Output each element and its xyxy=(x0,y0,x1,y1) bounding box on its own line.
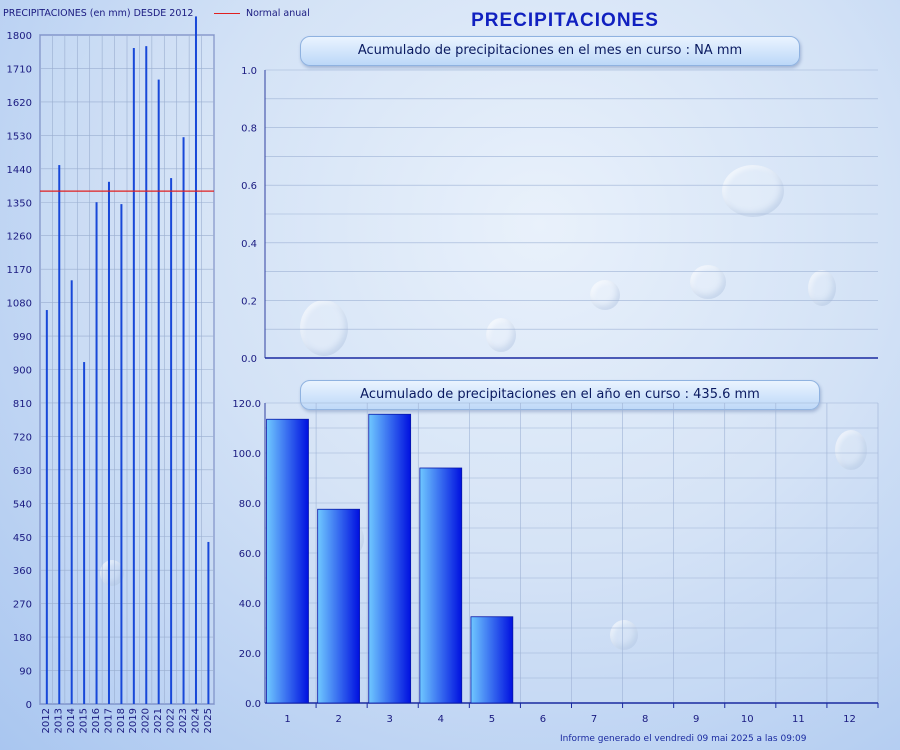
year-bar xyxy=(317,508,360,704)
year-y-tick-label: 0.0 xyxy=(245,699,261,710)
history-bar xyxy=(70,280,73,704)
history-y-tick-label: 360 xyxy=(13,566,32,577)
year-y-tick-label: 20.0 xyxy=(239,649,261,660)
history-x-tick-label: 2012 xyxy=(41,708,52,733)
history-y-tick-label: 810 xyxy=(13,399,32,410)
year-y-tick-label: 100.0 xyxy=(232,449,261,460)
history-y-tick-label: 1710 xyxy=(7,64,32,75)
history-bar xyxy=(207,541,210,704)
year-y-tick-label: 80.0 xyxy=(239,499,261,510)
year-bar xyxy=(470,616,514,704)
history-y-tick-label: 0 xyxy=(26,700,32,711)
month-y-tick-label: 0.2 xyxy=(241,296,257,307)
history-chart-title: PRECIPITACIONES (en mm) DESDE 2012 xyxy=(3,8,194,19)
history-y-tick-label: 270 xyxy=(13,600,32,611)
history-bar xyxy=(132,48,135,704)
water-drop xyxy=(835,430,867,470)
water-drop xyxy=(610,620,638,650)
year-x-tick-label: 10 xyxy=(741,714,754,725)
history-bar xyxy=(182,137,185,705)
water-drop xyxy=(300,300,348,356)
history-bar xyxy=(107,181,110,704)
year-bar xyxy=(368,413,412,704)
month-y-tick-label: 0.4 xyxy=(241,239,257,250)
year-x-tick-label: 2 xyxy=(335,714,341,725)
history-bar xyxy=(194,16,197,704)
water-drop xyxy=(690,265,726,299)
normal-line-legend-label: Normal anual xyxy=(246,8,310,19)
history-x-tick-label: 2024 xyxy=(190,708,201,733)
history-x-tick-label: 2016 xyxy=(91,708,102,733)
month-chart-title: Acumulado de precipitaciones en el mes e… xyxy=(300,36,800,66)
history-y-tick-label: 1260 xyxy=(7,232,32,243)
history-x-tick-label: 2020 xyxy=(141,708,152,733)
year-x-tick-label: 7 xyxy=(591,714,597,725)
history-bar xyxy=(95,202,98,704)
history-y-tick-label: 630 xyxy=(13,466,32,477)
history-x-tick-label: 2017 xyxy=(103,708,114,733)
history-bar xyxy=(145,46,148,704)
month-y-tick-label: 0.6 xyxy=(241,181,257,192)
year-x-tick-label: 12 xyxy=(843,714,856,725)
month-y-tick-label: 0.8 xyxy=(241,124,257,135)
history-x-tick-label: 2013 xyxy=(54,708,65,733)
year-x-tick-label: 3 xyxy=(387,714,393,725)
water-drop xyxy=(100,560,124,586)
history-y-tick-label: 1170 xyxy=(7,265,32,276)
water-drop xyxy=(722,165,784,217)
year-x-tick-label: 1 xyxy=(284,714,290,725)
history-x-tick-label: 2025 xyxy=(203,708,214,733)
history-y-tick-label: 990 xyxy=(13,332,32,343)
month-y-tick-label: 1.0 xyxy=(241,66,257,77)
water-drop xyxy=(486,318,516,352)
history-y-tick-label: 180 xyxy=(13,633,32,644)
history-bar xyxy=(83,362,86,704)
history-bar xyxy=(45,310,48,704)
history-x-tick-label: 2015 xyxy=(79,708,90,733)
history-x-tick-label: 2018 xyxy=(116,708,127,733)
year-x-tick-label: 5 xyxy=(489,714,495,725)
water-drop xyxy=(590,280,620,310)
normal-line-legend-swatch xyxy=(214,13,240,14)
history-y-tick-label: 720 xyxy=(13,432,32,443)
history-y-tick-label: 1800 xyxy=(7,31,32,42)
year-chart-title: Acumulado de precipitaciones en el año e… xyxy=(300,380,820,410)
year-x-tick-label: 8 xyxy=(642,714,648,725)
year-x-tick-label: 4 xyxy=(438,714,444,725)
water-drop xyxy=(808,270,836,306)
history-y-tick-label: 900 xyxy=(13,366,32,377)
history-y-tick-label: 1620 xyxy=(7,98,32,109)
year-x-tick-label: 9 xyxy=(693,714,699,725)
month-y-tick-label: 0.0 xyxy=(241,354,257,365)
history-y-tick-label: 540 xyxy=(13,499,32,510)
history-bar xyxy=(120,204,123,704)
history-bar xyxy=(170,178,173,704)
history-y-tick-label: 1350 xyxy=(7,198,32,209)
year-y-tick-label: 120.0 xyxy=(232,399,261,410)
history-bar xyxy=(58,165,61,705)
history-y-tick-label: 1440 xyxy=(7,165,32,176)
history-y-tick-label: 1080 xyxy=(7,299,32,310)
year-bar xyxy=(266,418,309,704)
year-y-tick-label: 40.0 xyxy=(239,599,261,610)
history-y-tick-label: 90 xyxy=(19,667,32,678)
year-x-tick-label: 11 xyxy=(792,714,805,725)
history-y-tick-label: 450 xyxy=(13,533,32,544)
year-y-tick-label: 60.0 xyxy=(239,549,261,560)
year-bar xyxy=(419,467,463,704)
history-x-tick-label: 2023 xyxy=(178,708,189,733)
year-x-tick-label: 6 xyxy=(540,714,546,725)
report-footer: Informe generado el vendredi 09 mai 2025… xyxy=(560,734,807,744)
history-bar xyxy=(157,79,160,705)
history-x-tick-label: 2014 xyxy=(66,708,77,733)
history-y-tick-label: 1530 xyxy=(7,131,32,142)
history-x-tick-label: 2021 xyxy=(153,708,164,733)
history-x-tick-label: 2022 xyxy=(166,708,177,733)
page-title: PRECIPITACIONES xyxy=(471,10,659,31)
history-x-tick-label: 2019 xyxy=(128,708,139,733)
